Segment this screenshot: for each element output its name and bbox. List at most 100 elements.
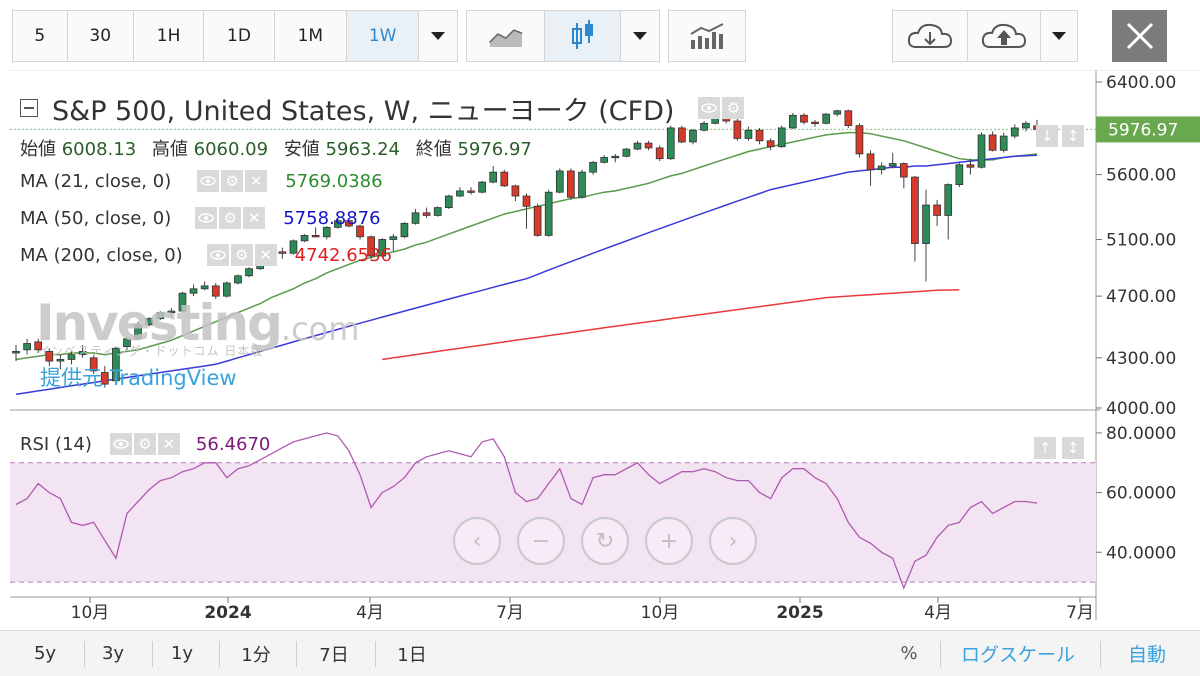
high-label: 高値 — [151, 139, 188, 160]
eye-icon[interactable] — [109, 433, 132, 455]
candle-body — [200, 285, 209, 290]
line-chart-button[interactable] — [467, 11, 546, 61]
range-1min-button[interactable]: 1分 — [241, 644, 271, 666]
close-icon[interactable]: ✕ — [254, 244, 277, 266]
candle-body — [178, 292, 187, 312]
log-scale-button[interactable]: ログスケール — [961, 644, 1076, 666]
candle-body — [134, 324, 142, 340]
zoom-in-button[interactable]: + — [645, 517, 693, 565]
plus-icon: + — [659, 528, 679, 554]
scroll-left-button[interactable]: ‹ — [453, 517, 501, 565]
rsi-tick-label: 40.0000 — [1106, 543, 1176, 563]
collapse-icon[interactable] — [20, 99, 38, 117]
interval-1w-button[interactable]: 1W — [346, 11, 420, 61]
candle-body — [289, 240, 298, 254]
candle-body — [999, 135, 1008, 151]
interval-1d-button[interactable]: 1D — [204, 11, 275, 61]
cloud-upload-icon — [981, 23, 1027, 48]
gear-icon[interactable]: ⚙ — [133, 433, 156, 455]
price-tick-label: 4000.00 — [1106, 399, 1176, 419]
candle-body — [789, 114, 797, 129]
interval-1h-button[interactable]: 1H — [134, 11, 205, 61]
move-up-icon[interactable]: ↑ — [1034, 437, 1056, 459]
candle-body — [245, 268, 253, 277]
interval-dropdown-button[interactable] — [419, 11, 457, 61]
candle-body — [899, 163, 908, 178]
gear-icon[interactable]: ⚙ — [219, 207, 242, 229]
provider-credit: 提供元 TradingView — [40, 362, 237, 392]
time-tick-label: 2024 — [204, 603, 251, 623]
low-value: 5963.24 — [325, 139, 400, 160]
expand-vertical-icon[interactable]: ↕ — [1062, 437, 1084, 459]
rsi-line — [15, 432, 1038, 590]
interval-5-button[interactable]: 5 — [13, 11, 68, 61]
last-price-label: 5976.97 — [1108, 120, 1178, 140]
candle-body — [278, 251, 287, 254]
bottom-bar: 5y 3y 1y 1分 7日 1日 % ログスケール 自動 — [0, 630, 1200, 676]
cloud-upload-button[interactable] — [968, 11, 1041, 61]
candle-body — [422, 212, 431, 216]
candle-body — [777, 127, 786, 148]
gear-icon[interactable]: ⚙ — [230, 244, 253, 266]
provider-link[interactable]: TradingView — [109, 366, 237, 390]
gear-icon[interactable]: ⚙ — [221, 170, 244, 192]
candle-body — [112, 347, 120, 382]
expand-vertical-icon[interactable]: ↕ — [1062, 125, 1084, 147]
candlestick-button[interactable] — [545, 11, 622, 61]
candle-body — [744, 129, 753, 139]
candle-body — [12, 351, 20, 354]
eye-icon[interactable] — [206, 244, 229, 266]
chart-canvas[interactable]: 6400.006000.005600.005100.004700.004300.… — [0, 70, 1200, 630]
range-1d-button[interactable]: 1日 — [397, 644, 427, 666]
candle-body — [444, 195, 453, 208]
chart-title: S&P 500, United States, W, ニューヨーク (CFD) — [52, 95, 675, 127]
candle-body — [389, 236, 398, 240]
move-down-icon[interactable]: ↓ — [1036, 125, 1058, 147]
minus-icon: − — [531, 528, 551, 554]
candlestick-icon — [571, 20, 593, 49]
candle-body — [78, 351, 87, 356]
range-7d-button[interactable]: 7日 — [319, 644, 349, 666]
interval-30-button[interactable]: 30 — [68, 11, 134, 61]
auto-scale-button[interactable]: 自動 — [1128, 644, 1167, 666]
rsi-tick-label: 60.0000 — [1106, 484, 1176, 504]
close-button[interactable] — [1112, 10, 1167, 62]
close-icon[interactable]: ✕ — [245, 170, 268, 192]
reset-button[interactable]: ↻ — [581, 517, 629, 565]
candle-body — [234, 275, 242, 284]
cloud-dropdown-button[interactable] — [1041, 11, 1077, 61]
range-3y-button[interactable]: 3y — [101, 643, 125, 664]
percent-scale-button[interactable]: % — [900, 643, 918, 664]
scroll-right-button[interactable]: › — [709, 517, 757, 565]
candle-body — [378, 239, 387, 257]
zoom-out-button[interactable]: − — [517, 517, 565, 565]
candle-body — [766, 140, 775, 148]
candle-body — [866, 153, 875, 171]
rsi-label: RSI (14) — [20, 433, 92, 455]
chart-type-group — [466, 10, 660, 62]
gear-icon[interactable]: ⚙ — [722, 97, 745, 119]
open-value: 6008.13 — [61, 139, 137, 160]
interval-1m-button[interactable]: 1M — [275, 11, 347, 61]
candle-body — [544, 191, 553, 236]
time-tick-label: 4月 — [924, 603, 952, 623]
range-1y-button[interactable]: 1y — [170, 643, 194, 664]
range-5y-button[interactable]: 5y — [33, 643, 57, 664]
close-icon[interactable]: ✕ — [243, 207, 266, 229]
candle-body — [689, 129, 697, 143]
eye-icon[interactable] — [197, 170, 220, 192]
cloud-download-button[interactable] — [893, 11, 968, 61]
cloud-group — [892, 10, 1078, 62]
close-icon[interactable]: ✕ — [157, 433, 180, 455]
indicators-button[interactable] — [669, 11, 745, 61]
eye-icon[interactable] — [698, 97, 721, 119]
candle-body — [489, 171, 498, 183]
eye-icon[interactable] — [195, 207, 218, 229]
candle-body — [356, 225, 364, 238]
ma200-label: MA (200, close, 0) — [20, 244, 183, 266]
chart-type-dropdown-button[interactable] — [621, 11, 659, 61]
time-tick-label: 4月 — [356, 603, 384, 623]
ma21-legend: MA (21, close, 0) ⚙ ✕ 5769.0386 — [20, 170, 383, 192]
chart-title-row: S&P 500, United States, W, ニューヨーク (CFD) … — [20, 88, 745, 128]
candle-body — [511, 185, 520, 197]
